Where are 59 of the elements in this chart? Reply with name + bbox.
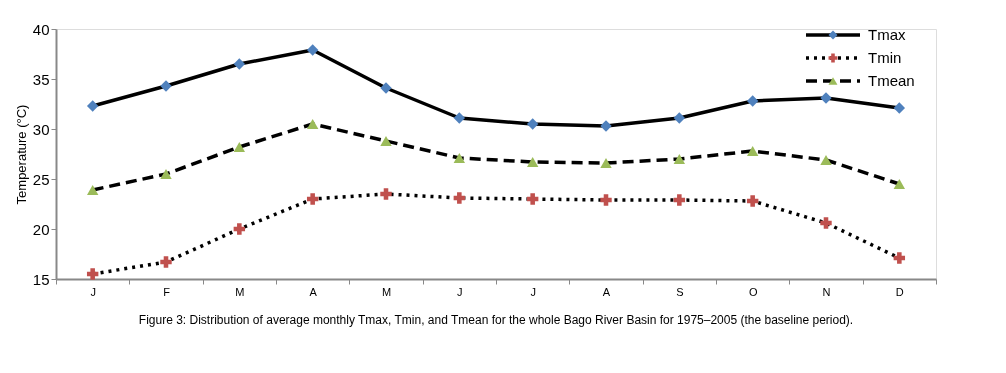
x-tick-label: O	[748, 285, 758, 298]
point	[233, 223, 246, 235]
point	[820, 217, 832, 229]
point	[893, 252, 906, 264]
point	[600, 120, 612, 132]
point	[820, 92, 832, 104]
y-tick-label: 30	[32, 120, 50, 138]
point	[453, 192, 466, 204]
y-tick-label: 25	[32, 170, 50, 188]
point	[453, 153, 466, 163]
point	[160, 256, 172, 268]
y-tick-label: 15	[32, 270, 50, 288]
x-tick-label: A	[309, 285, 318, 298]
caption: Figure 3: Distribution of average monthly Tmax, Tmin, and Tmean for the whole Bago River Basin for 1975–2005 (the baseline period).	[138, 313, 854, 327]
point	[86, 185, 99, 195]
x-tick-label: M	[235, 285, 245, 298]
legend-label: Tmin	[868, 49, 902, 66]
x-tick-label: M	[381, 285, 392, 298]
point	[86, 268, 99, 280]
x-tick-label: S	[676, 285, 684, 298]
x-tick-label: J	[530, 285, 536, 298]
point	[233, 58, 246, 70]
point	[673, 194, 686, 206]
point	[893, 179, 906, 189]
point	[453, 112, 466, 124]
point	[160, 169, 172, 179]
point	[526, 157, 539, 167]
point	[673, 154, 686, 164]
point	[600, 194, 612, 206]
x-tick-label: D	[895, 285, 904, 298]
point	[600, 158, 612, 168]
y-tick-label: 35	[32, 70, 50, 88]
point	[380, 188, 392, 200]
point	[746, 195, 759, 207]
x-tick-label: F	[163, 285, 171, 298]
x-tick-label: J	[457, 285, 463, 298]
point	[380, 136, 392, 146]
point	[160, 80, 172, 92]
point	[86, 100, 99, 112]
x-tick-label: N	[822, 285, 831, 298]
point	[746, 95, 759, 107]
x-tick-label: J	[90, 285, 96, 298]
legend-label: Tmax	[868, 26, 906, 43]
y-axis-title: Temperature (°C)	[13, 104, 29, 205]
point	[673, 112, 686, 124]
point	[526, 193, 539, 205]
point	[380, 82, 392, 94]
point	[306, 119, 319, 129]
point	[526, 118, 539, 130]
y-tick-label: 20	[32, 220, 50, 238]
point	[306, 193, 319, 205]
point	[746, 146, 759, 156]
point	[820, 155, 832, 165]
point	[306, 44, 319, 56]
x-tick-label: A	[602, 285, 611, 298]
legend-label: Tmean	[868, 72, 915, 89]
point	[233, 142, 246, 152]
y-tick-label: 40	[32, 20, 50, 38]
point	[893, 102, 906, 114]
